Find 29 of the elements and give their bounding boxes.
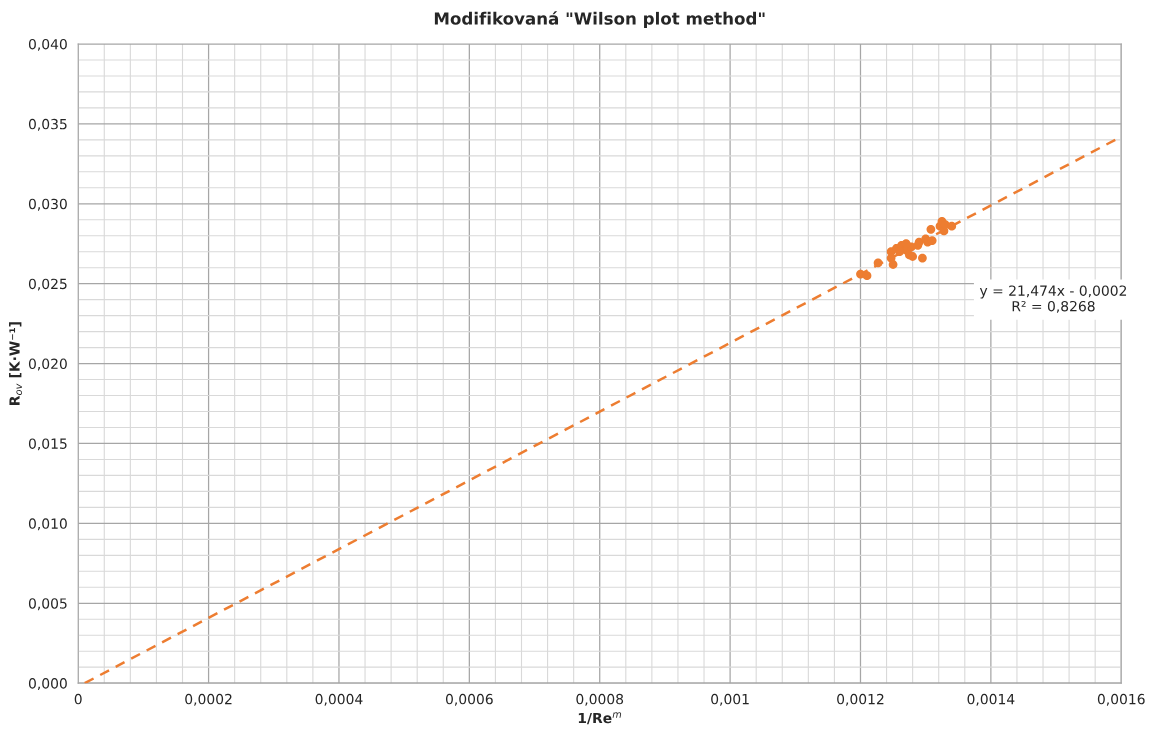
point bbox=[862, 271, 872, 281]
point bbox=[873, 258, 883, 268]
x-tick-label: 0,0012 bbox=[837, 693, 884, 706]
x-tick-label: 0,0014 bbox=[967, 693, 1015, 706]
y-tick-label: 0,015 bbox=[28, 438, 67, 451]
y-tick-label: 0,010 bbox=[28, 518, 67, 531]
annotation: y = 21,474x - 0,0002 R² = 0,8268 bbox=[979, 285, 1127, 313]
point bbox=[908, 252, 918, 261]
x-tick-label: 0 bbox=[74, 693, 82, 705]
y-tick-label: 0,040 bbox=[28, 38, 67, 51]
y-tick-label: 0,035 bbox=[28, 118, 67, 131]
y-tick-label: 0,030 bbox=[28, 198, 67, 211]
point bbox=[888, 260, 898, 269]
x-tick-label: 0,001 bbox=[711, 693, 749, 706]
y-tick-label: 0,000 bbox=[28, 678, 67, 691]
x-tick-label: 0,0006 bbox=[445, 693, 493, 706]
y-axis-title: R$_{ov}$ [K·W⁻¹] bbox=[9, 322, 22, 405]
point bbox=[918, 253, 927, 263]
point bbox=[926, 224, 936, 234]
point bbox=[947, 221, 957, 231]
x-tick-label: 0,0016 bbox=[1097, 693, 1145, 706]
x-tick-label: 0,0004 bbox=[315, 693, 363, 706]
x-axis-title: 1/Re$^{m}$ bbox=[578, 712, 622, 725]
y-tick-label: 0,005 bbox=[28, 598, 67, 611]
y-tick-label: 0,025 bbox=[28, 278, 67, 291]
y-tick-label: 0,020 bbox=[28, 358, 67, 371]
chart-title: Modifikovaná "Wilson plot method" bbox=[434, 11, 765, 28]
x-tick-label: 0,0008 bbox=[576, 693, 624, 706]
x-tick-label: 0,0002 bbox=[185, 693, 232, 706]
